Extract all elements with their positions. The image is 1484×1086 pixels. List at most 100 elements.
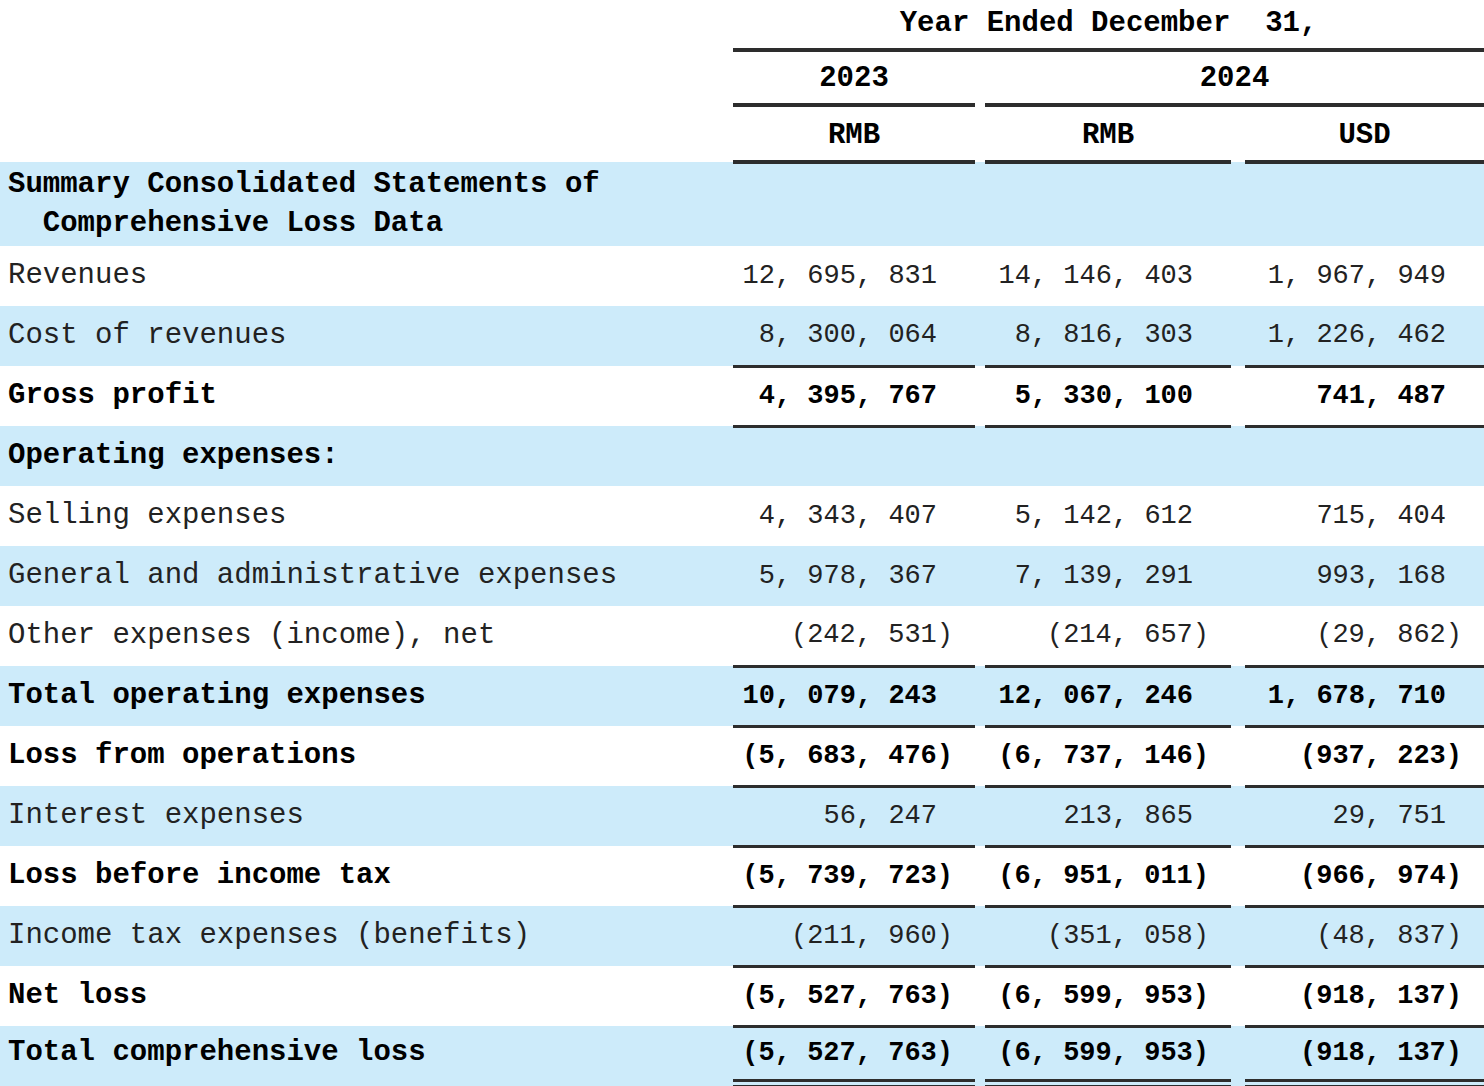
double-rule-spacer-cell [985, 1080, 1231, 1086]
value-2024-usd: 29, 751 [1245, 786, 1484, 846]
column-gap [975, 426, 985, 486]
column-gap [975, 1026, 985, 1080]
value-2024-rmb: (6, 599, 953) [985, 1026, 1231, 1080]
row-label: Total operating expenses [0, 666, 733, 726]
column-gap [975, 966, 985, 1026]
value-2024-usd: 1, 226, 462 [1245, 306, 1484, 366]
row-label: Cost of revenues [0, 306, 733, 366]
value-2024-rmb: (351, 058) [985, 906, 1231, 966]
column-gap [1231, 246, 1245, 306]
value-2023-rmb: 4, 343, 407 [733, 486, 975, 546]
row-label: Other expenses (income), net [0, 606, 733, 666]
column-gap [975, 786, 985, 846]
value-2023-rmb: (211, 960) [733, 906, 975, 966]
table-row: Gross profit 4, 395, 767 5, 330, 100 741… [0, 366, 1484, 426]
column-gap [975, 105, 985, 162]
column-gap [1231, 306, 1245, 366]
value-2024-rmb: 5, 142, 612 [985, 486, 1231, 546]
financial-statements-table: Year Ended December 31, 2023 2024 RMB RM… [0, 0, 1484, 1086]
table-row: Loss before income tax (5, 739, 723) (6,… [0, 846, 1484, 906]
column-gap [975, 50, 985, 105]
row-label: Interest expenses [0, 786, 733, 846]
value-2023-rmb: (5, 527, 763) [733, 966, 975, 1026]
table-row: Other expenses (income), net (242, 531) … [0, 606, 1484, 666]
value-2024-usd: (966, 974) [1245, 846, 1484, 906]
column-gap [1231, 666, 1245, 726]
double-rule-spacer-cell [0, 1080, 733, 1086]
row-label: Income tax expenses (benefits) [0, 906, 733, 966]
value-2024-rmb: 8, 816, 303 [985, 306, 1231, 366]
row-label: General and administrative expenses [0, 546, 733, 606]
value-2023-rmb: (5, 527, 763) [733, 1026, 975, 1080]
value-2024-rmb: 5, 330, 100 [985, 366, 1231, 426]
value-2024-usd: 1, 678, 710 [1245, 666, 1484, 726]
value-2023-rmb: 5, 978, 367 [733, 546, 975, 606]
header-spacer [0, 0, 733, 50]
table-row: Net loss (5, 527, 763) (6, 599, 953) (91… [0, 966, 1484, 1026]
header-spacer [0, 50, 733, 105]
value-2024-rmb [985, 426, 1231, 486]
value-2023-rmb [733, 162, 975, 246]
row-label: Gross profit [0, 366, 733, 426]
value-2024-rmb: (6, 951, 011) [985, 846, 1231, 906]
double-rule-spacer-row [0, 1080, 1484, 1086]
value-2024-usd: 1, 967, 949 [1245, 246, 1484, 306]
value-2024-usd: (29, 862) [1245, 606, 1484, 666]
table-row: Operating expenses: [0, 426, 1484, 486]
value-2023-rmb: 10, 079, 243 [733, 666, 975, 726]
value-2024-usd: (48, 837) [1245, 906, 1484, 966]
column-gap [975, 906, 985, 966]
value-2024-usd: 993, 168 [1245, 546, 1484, 606]
column-gap [1231, 426, 1245, 486]
column-gap [975, 486, 985, 546]
row-label: Operating expenses: [0, 426, 733, 486]
value-2024-usd: 715, 404 [1245, 486, 1484, 546]
column-gap [975, 246, 985, 306]
header-row-units: RMB RMB USD [0, 105, 1484, 162]
row-label: Loss before income tax [0, 846, 733, 906]
col-header-2024: 2024 [985, 50, 1484, 105]
col-header-rmb-2024: RMB [985, 105, 1231, 162]
header-row-period: Year Ended December 31, [0, 0, 1484, 50]
column-gap [1231, 105, 1245, 162]
value-2024-rmb: 7, 139, 291 [985, 546, 1231, 606]
row-label: Revenues [0, 246, 733, 306]
value-2024-rmb: 12, 067, 246 [985, 666, 1231, 726]
column-gap [1231, 786, 1245, 846]
table-row: Total comprehensive loss (5, 527, 763) (… [0, 1026, 1484, 1080]
double-rule-spacer-cell [975, 1080, 985, 1086]
value-2023-rmb: 8, 300, 064 [733, 306, 975, 366]
column-gap [1231, 486, 1245, 546]
value-2024-rmb: (214, 657) [985, 606, 1231, 666]
table-row: Summary Consolidated Statements of Compr… [0, 162, 1484, 246]
column-gap [975, 162, 985, 246]
value-2023-rmb: 12, 695, 831 [733, 246, 975, 306]
value-2024-usd: (937, 223) [1245, 726, 1484, 786]
column-gap [975, 606, 985, 666]
value-2023-rmb: 56, 247 [733, 786, 975, 846]
double-rule-spacer-cell [733, 1080, 975, 1086]
column-gap [975, 726, 985, 786]
column-gap [1231, 366, 1245, 426]
row-label: Selling expenses [0, 486, 733, 546]
column-gap [1231, 1026, 1245, 1080]
value-2023-rmb [733, 426, 975, 486]
table-row: Selling expenses 4, 343, 407 5, 142, 612… [0, 486, 1484, 546]
column-gap [975, 546, 985, 606]
table-row: Total operating expenses 10, 079, 243 12… [0, 666, 1484, 726]
value-2024-rmb: 14, 146, 403 [985, 246, 1231, 306]
header-spacer [0, 105, 733, 162]
value-2023-rmb: (5, 739, 723) [733, 846, 975, 906]
table-row: General and administrative expenses 5, 9… [0, 546, 1484, 606]
value-2024-rmb: (6, 599, 953) [985, 966, 1231, 1026]
double-rule-spacer-cell [1245, 1080, 1484, 1086]
column-gap [1231, 966, 1245, 1026]
col-header-year-ended: Year Ended December 31, [733, 0, 1484, 50]
col-header-usd-2024: USD [1245, 105, 1484, 162]
column-gap [975, 306, 985, 366]
row-label: Net loss [0, 966, 733, 1026]
table-row: Loss from operations (5, 683, 476) (6, 7… [0, 726, 1484, 786]
value-2024-rmb: 213, 865 [985, 786, 1231, 846]
value-2024-rmb [985, 162, 1231, 246]
column-gap [975, 666, 985, 726]
